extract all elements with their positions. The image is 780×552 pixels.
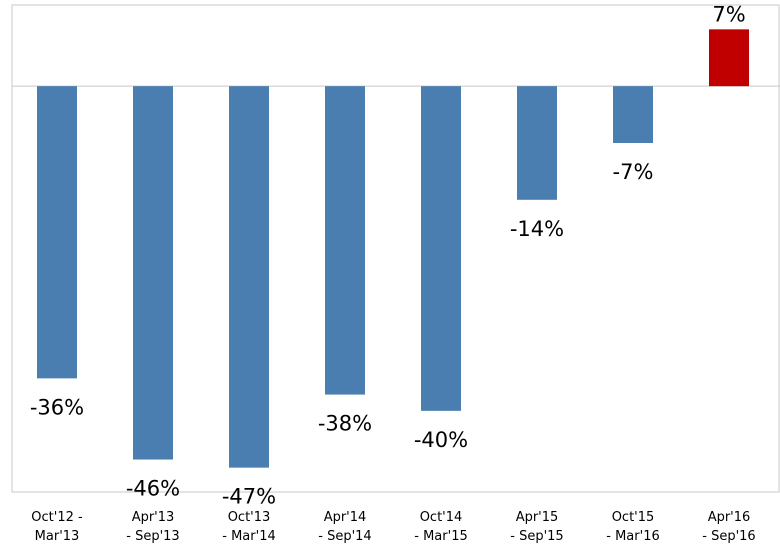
data-label: -46% — [126, 477, 180, 501]
data-label: 7% — [712, 2, 745, 26]
plot-area — [11, 4, 780, 493]
x-tick-label: Oct'14 - Mar'15 — [414, 510, 468, 544]
data-label: -40% — [414, 428, 468, 452]
x-tick-label: Apr'13 - Sep'13 — [126, 510, 180, 544]
x-tick-label: Apr'14 - Sep'14 — [318, 510, 372, 544]
bar — [517, 86, 557, 200]
bar — [133, 86, 173, 460]
data-label: -36% — [30, 395, 84, 419]
bar — [421, 86, 461, 411]
x-tick-label: Apr'16 - Sep'16 — [702, 510, 756, 544]
bar — [37, 86, 77, 379]
data-label: -47% — [222, 485, 276, 509]
x-tick-label: Oct'13 - Mar'14 — [222, 510, 276, 544]
x-tick-label: Oct'15 - Mar'16 — [606, 510, 660, 544]
data-label: -14% — [510, 217, 564, 241]
data-label: -7% — [613, 160, 654, 184]
bar — [613, 86, 653, 143]
x-tick-label: Apr'15 - Sep'15 — [510, 510, 564, 544]
x-tick-label: Oct'12 - Mar'13 — [31, 510, 83, 544]
bar — [229, 86, 269, 468]
bar — [325, 86, 365, 395]
bar — [709, 29, 749, 87]
data-label: -38% — [318, 412, 372, 436]
